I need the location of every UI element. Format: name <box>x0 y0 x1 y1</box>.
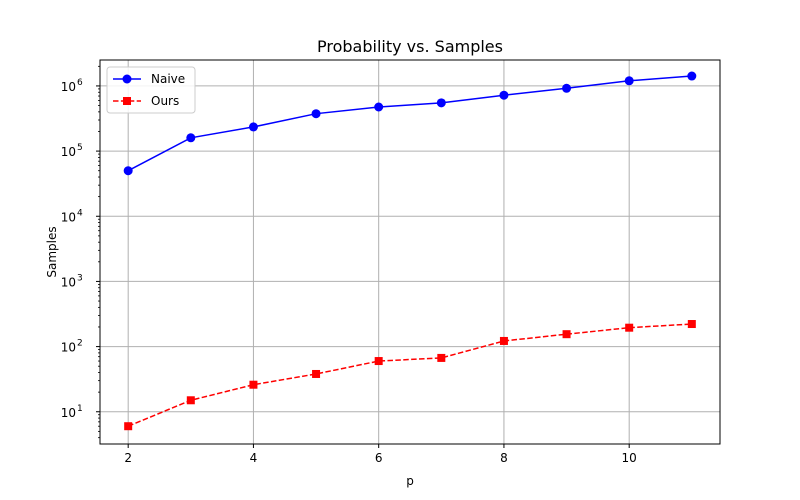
legend-label: Ours <box>151 94 179 108</box>
y-tick-exponent: 1 <box>77 404 83 414</box>
y-tick-base: 10 <box>61 210 76 224</box>
data-point <box>687 71 697 81</box>
y-tick-label: 10 <box>61 341 76 355</box>
x-tick-label: 2 <box>124 451 132 465</box>
data-point <box>562 330 571 339</box>
y-tick-exponent: 6 <box>77 78 83 88</box>
y-axis-label: Samples <box>45 226 59 277</box>
y-tick-base: 10 <box>61 275 76 289</box>
y-tick-label: 10 <box>61 275 76 289</box>
y-tick-exponent: 4 <box>77 208 83 218</box>
legend-marker <box>123 97 131 105</box>
data-point <box>186 133 196 143</box>
data-point <box>436 98 446 108</box>
y-tick-exponent: 5 <box>77 143 83 153</box>
data-point <box>437 353 446 362</box>
data-point <box>499 336 508 345</box>
grid-lines <box>100 60 720 444</box>
y-tick-label: 10 <box>61 406 76 420</box>
series-line-naive <box>127 75 692 172</box>
data-point <box>249 380 258 389</box>
data-point <box>625 323 634 332</box>
data-point <box>248 122 258 132</box>
y-tick-base: 10 <box>61 145 76 159</box>
y-tick-base: 10 <box>61 406 76 420</box>
x-tick-label: 8 <box>500 451 508 465</box>
data-point <box>123 166 133 176</box>
chart-title: Probability vs. Samples <box>317 37 503 56</box>
x-tick-label: 6 <box>375 451 383 465</box>
data-point <box>687 320 696 329</box>
data-point <box>499 90 509 100</box>
data-point <box>186 396 195 405</box>
series-line-ours <box>127 323 692 427</box>
y-tick-label: 10 <box>61 145 76 159</box>
legend: Naive Ours <box>106 66 196 114</box>
x-tick-label: 4 <box>250 451 258 465</box>
y-tick-label: 10 <box>61 210 76 224</box>
plot-frame <box>99 59 721 445</box>
y-tick-base: 10 <box>61 341 76 355</box>
x-tick-label: 10 <box>622 451 637 465</box>
data-point <box>312 369 321 378</box>
y-tick-exponent: 2 <box>77 339 83 349</box>
data-point <box>311 109 321 119</box>
legend-label: Naive <box>151 72 185 86</box>
y-tick-label: 10 <box>61 80 76 94</box>
data-point <box>374 102 384 112</box>
x-axis-label: p <box>406 474 414 488</box>
series-layer <box>123 71 697 431</box>
data-point <box>562 83 572 93</box>
data-point <box>624 76 634 86</box>
data-point <box>374 357 383 366</box>
y-tick-exponent: 3 <box>77 273 83 283</box>
data-point <box>124 422 133 431</box>
y-tick-base: 10 <box>61 80 76 94</box>
legend-marker <box>122 74 132 84</box>
